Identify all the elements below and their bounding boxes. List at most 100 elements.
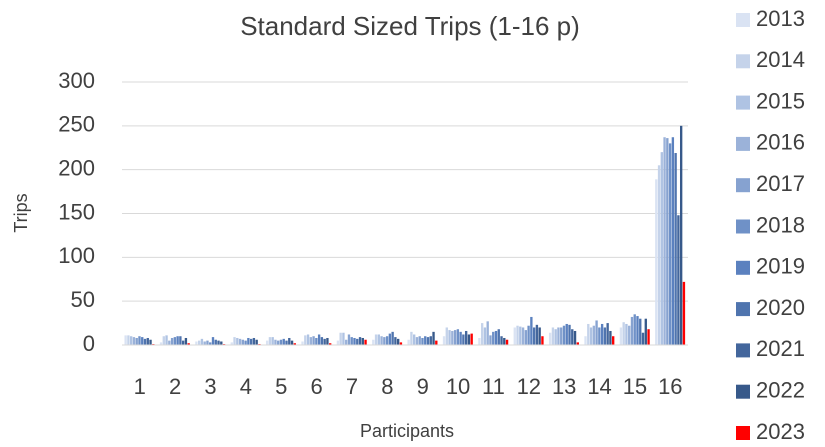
y-tick-label: 50	[71, 287, 95, 312]
bar	[551, 327, 555, 345]
x-tick-label: 13	[552, 374, 576, 399]
bar	[641, 332, 645, 345]
legend-swatch	[736, 219, 750, 234]
bar	[233, 337, 236, 345]
bar	[429, 336, 432, 345]
bar	[282, 338, 285, 345]
bar	[410, 331, 413, 345]
bar	[467, 334, 471, 345]
bar	[516, 325, 519, 345]
bar	[309, 337, 312, 345]
bar	[660, 152, 663, 345]
bar	[394, 337, 397, 345]
bar	[424, 336, 427, 345]
bar	[236, 337, 239, 345]
bar	[173, 337, 177, 345]
x-tick-label: 10	[446, 374, 470, 399]
bar	[633, 314, 636, 345]
x-tick-label: 3	[204, 374, 216, 399]
bar	[353, 337, 356, 345]
bar	[265, 340, 269, 345]
bar	[674, 153, 677, 345]
bar	[279, 339, 283, 345]
bar	[489, 335, 492, 345]
bar	[336, 340, 340, 345]
bar	[587, 323, 590, 345]
bar	[557, 327, 560, 345]
bar	[141, 337, 144, 345]
bar	[306, 334, 310, 345]
legend-swatch	[736, 343, 750, 358]
bar	[519, 326, 522, 345]
y-tick-label: 0	[83, 331, 95, 356]
bar	[644, 318, 647, 345]
x-tick-label: 12	[517, 374, 541, 399]
bar	[293, 343, 296, 345]
legend-swatch	[736, 13, 750, 27]
bar	[149, 339, 152, 345]
bar	[274, 339, 277, 345]
bar	[184, 337, 188, 345]
bar	[241, 339, 245, 345]
bar	[421, 337, 424, 345]
bar	[573, 330, 577, 345]
bar	[584, 336, 587, 345]
bar	[372, 339, 375, 345]
bar	[603, 327, 607, 345]
legend-swatch	[736, 384, 750, 399]
legend-swatch	[736, 136, 750, 151]
bar	[530, 316, 533, 345]
bar	[315, 337, 318, 345]
bar	[541, 336, 544, 345]
bar	[595, 320, 598, 345]
x-tick-label: 16	[658, 374, 682, 399]
bar	[668, 143, 672, 345]
bar	[350, 337, 353, 345]
bar	[301, 341, 304, 345]
bar	[211, 337, 215, 345]
bar	[663, 137, 666, 345]
bar	[203, 341, 206, 345]
bar	[571, 329, 574, 345]
bar	[451, 330, 454, 345]
bar	[255, 339, 258, 345]
bar	[619, 327, 623, 345]
y-tick-label: 150	[58, 199, 95, 224]
bar	[535, 324, 539, 345]
legend-swatch	[736, 95, 750, 110]
bar	[326, 337, 329, 345]
bar	[124, 335, 127, 345]
bar	[380, 336, 383, 345]
bar	[562, 325, 566, 345]
bar	[459, 331, 462, 345]
bar	[666, 138, 669, 345]
bar	[609, 330, 612, 345]
x-tick-label: 2	[169, 374, 181, 399]
bar	[565, 323, 568, 345]
bar	[383, 337, 386, 345]
bar	[162, 336, 165, 345]
x-tick-label: 8	[381, 374, 393, 399]
legend-label: 2016	[756, 130, 805, 155]
bar	[214, 339, 217, 345]
bar	[630, 316, 634, 345]
x-tick-label: 14	[587, 374, 611, 399]
bar	[187, 343, 190, 345]
y-tick-label: 300	[58, 68, 95, 93]
bar	[312, 336, 315, 345]
bar	[480, 323, 484, 345]
bar	[170, 337, 174, 345]
bar	[527, 325, 530, 345]
x-axis-label: Participants	[360, 421, 454, 441]
bar	[209, 342, 212, 345]
bar	[606, 323, 609, 345]
bar	[285, 340, 288, 345]
bar	[377, 334, 380, 345]
legend-label: 2019	[756, 254, 805, 279]
bar	[505, 339, 509, 345]
bar	[200, 338, 204, 345]
bar	[181, 340, 185, 345]
legend-label: 2013	[756, 6, 805, 31]
bar	[288, 337, 291, 345]
